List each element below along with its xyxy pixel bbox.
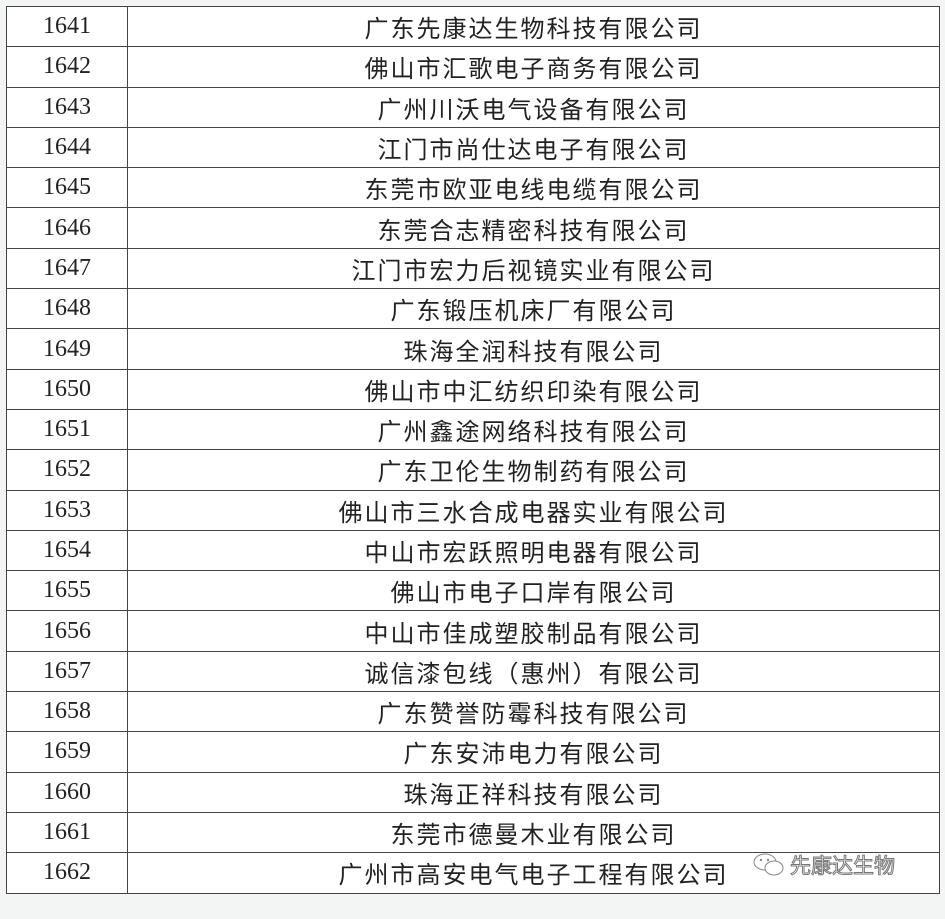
row-number: 1649 <box>6 328 128 370</box>
table-row: 1649 珠海全润科技有限公司 <box>6 328 940 370</box>
company-name: 诚信漆包线（惠州）有限公司 <box>127 650 940 693</box>
row-number: 1662 <box>6 852 128 894</box>
table-row: 1644 江门市尚仕达电子有限公司 <box>6 126 940 169</box>
row-number: 1660 <box>6 771 128 813</box>
company-name: 东莞合志精密科技有限公司 <box>127 207 940 249</box>
company-name: 珠海正祥科技有限公司 <box>127 771 940 813</box>
table-row: 1657 诚信漆包线（惠州）有限公司 <box>6 650 940 693</box>
company-name: 江门市宏力后视镜实业有限公司 <box>127 247 940 290</box>
row-number: 1654 <box>6 529 128 572</box>
company-name: 广东卫伦生物制药有限公司 <box>127 449 940 491</box>
table-row: 1661 东莞市德曼木业有限公司 <box>6 811 940 854</box>
row-number: 1655 <box>6 570 128 612</box>
table-row: 1652 广东卫伦生物制药有限公司 <box>6 449 940 491</box>
table-row: 1648 广东锻压机床厂有限公司 <box>6 288 940 330</box>
company-name: 佛山市汇歌电子商务有限公司 <box>127 46 940 88</box>
row-number: 1644 <box>6 126 128 169</box>
company-name: 广州鑫途网络科技有限公司 <box>127 408 940 451</box>
company-table: 1641 广东先康达生物科技有限公司 1642 佛山市汇歌电子商务有限公司 1643 广州… <box>6 5 940 894</box>
watermark-text: 先康达生物 <box>790 854 896 879</box>
table-row: 1642 佛山市汇歌电子商务有限公司 <box>6 46 940 88</box>
table-row: 1646 东莞合志精密科技有限公司 <box>6 207 940 249</box>
table-row: 1650 佛山市中汇纺织印染有限公司 <box>6 368 940 410</box>
row-number: 1650 <box>6 368 128 410</box>
table-row: 1658 广东赞誉防霉科技有限公司 <box>6 691 940 733</box>
row-number: 1656 <box>6 610 128 652</box>
company-name: 广东安沛电力有限公司 <box>127 731 940 773</box>
row-number: 1657 <box>6 650 128 693</box>
row-number: 1659 <box>6 731 128 773</box>
row-number: 1648 <box>6 288 128 330</box>
company-name: 东莞市德曼木业有限公司 <box>127 811 940 854</box>
wechat-icon <box>753 853 784 876</box>
table-row: 1647 江门市宏力后视镜实业有限公司 <box>6 247 940 290</box>
table-row: 1645 东莞市欧亚电线电缆有限公司 <box>6 167 940 209</box>
company-name: 东莞市欧亚电线电缆有限公司 <box>127 167 940 209</box>
row-number: 1661 <box>6 811 128 854</box>
row-number: 1652 <box>6 449 128 491</box>
company-name: 佛山市电子口岸有限公司 <box>127 570 940 612</box>
table-row: 1660 珠海正祥科技有限公司 <box>6 771 940 813</box>
row-number: 1646 <box>6 207 128 249</box>
company-name: 佛山市中汇纺织印染有限公司 <box>127 368 940 410</box>
company-name: 广州川沃电气设备有限公司 <box>127 86 940 128</box>
table-row: 1651 广州鑫途网络科技有限公司 <box>6 408 940 451</box>
company-name: 广东先康达生物科技有限公司 <box>127 5 940 48</box>
company-name: 中山市佳成塑胶制品有限公司 <box>127 610 940 652</box>
table-row: 1643 广州川沃电气设备有限公司 <box>6 86 940 128</box>
row-number: 1651 <box>6 408 128 451</box>
company-name: 广东锻压机床厂有限公司 <box>127 288 940 330</box>
watermark: 先康达生物 <box>752 850 896 880</box>
row-number: 1658 <box>6 691 128 733</box>
table-row: 1656 中山市佳成塑胶制品有限公司 <box>6 610 940 652</box>
row-number: 1647 <box>6 247 128 290</box>
company-name: 中山市宏跃照明电器有限公司 <box>127 529 940 572</box>
row-number: 1641 <box>6 5 128 48</box>
company-name: 广州市高安电气电子工程有限公司 <box>127 852 940 894</box>
row-number: 1643 <box>6 86 128 128</box>
row-number: 1645 <box>6 167 128 209</box>
row-number: 1642 <box>6 46 128 88</box>
table-row: 1662 广州市高安电气电子工程有限公司 <box>6 852 940 894</box>
table-row: 1653 佛山市三水合成电器实业有限公司 <box>6 489 940 531</box>
table-row: 1654 中山市宏跃照明电器有限公司 <box>6 529 940 572</box>
table-row: 1641 广东先康达生物科技有限公司 <box>6 5 940 48</box>
company-name: 佛山市三水合成电器实业有限公司 <box>127 489 940 531</box>
company-name: 珠海全润科技有限公司 <box>127 328 940 370</box>
row-number: 1653 <box>6 489 128 531</box>
table-row: 1655 佛山市电子口岸有限公司 <box>6 570 940 612</box>
company-name: 江门市尚仕达电子有限公司 <box>127 126 940 169</box>
company-name: 广东赞誉防霉科技有限公司 <box>127 691 940 733</box>
table-row: 1659 广东安沛电力有限公司 <box>6 731 940 773</box>
